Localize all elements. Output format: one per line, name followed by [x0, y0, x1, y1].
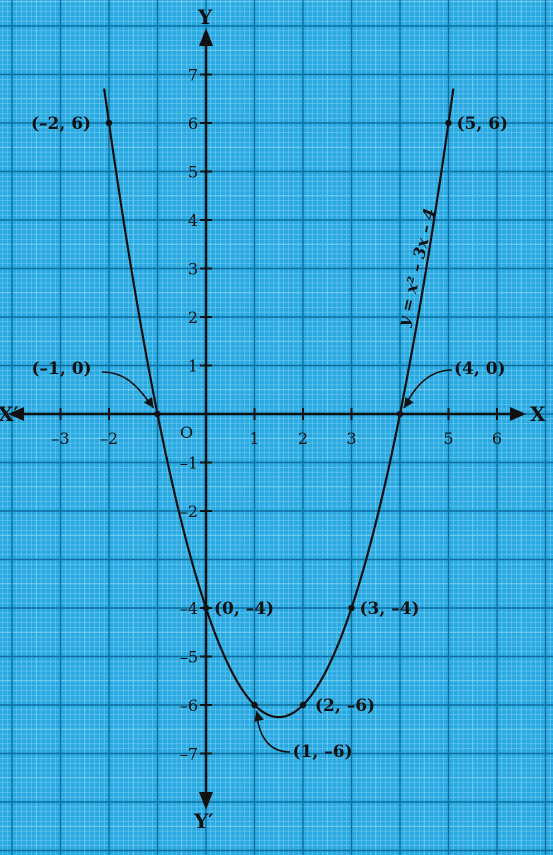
data-point-label: (–1, 0): [32, 359, 92, 379]
data-point: [154, 410, 161, 418]
data-point-label: (2, –6): [315, 696, 375, 716]
x-axis-arrow-right: [510, 407, 526, 421]
data-point-label: (0, –4): [214, 599, 274, 619]
callout-arrowhead: [143, 396, 154, 408]
data-point-label: (3, –4): [360, 599, 420, 619]
data-point: [348, 604, 355, 612]
origin-label: O: [180, 423, 193, 442]
data-point-label: (–2, 6): [31, 114, 91, 134]
y-tick-label: 4: [188, 211, 198, 230]
x-axis-arrow-left: [8, 407, 24, 421]
y-axis-arrow-up: [199, 28, 213, 46]
ticks: –3 –2 1 2 3 5 6 7 6 5 4 3 2 1 –1 –2 –4 –5 –6 –7: [51, 66, 502, 764]
data-point: [445, 119, 452, 127]
parabola-curve: [103, 88, 455, 719]
x-tick-label: 6: [492, 429, 502, 448]
data-point: [251, 701, 258, 709]
y-tick-label: –5: [180, 648, 198, 667]
labelled-points: (–2, 6) (5, 6) (–1, 0) (4, 0) (0, –4) (3, –4)…: [31, 114, 508, 762]
x-tick-label: 2: [298, 429, 308, 448]
y-tick-label: 7: [188, 66, 198, 85]
data-point: [202, 604, 210, 612]
y-tick-label: 5: [188, 163, 198, 182]
y-tick-label: 6: [188, 114, 198, 133]
data-point-label: (1, –6): [293, 742, 353, 762]
y-tick-label: 1: [188, 357, 198, 376]
y-tick-label: –6: [180, 696, 198, 715]
y-tick-label: –2: [180, 502, 198, 521]
data-point-label: (4, 0): [454, 359, 506, 379]
x-tick-label: 5: [443, 429, 453, 448]
y-tick-label: –4: [180, 599, 198, 618]
y-axis-negative-label: Y′: [193, 809, 214, 833]
callout-arrows: [101, 369, 453, 753]
x-tick-label: –3: [51, 429, 69, 448]
y-axis-label: Y: [197, 5, 213, 29]
x-axis-label: X: [530, 402, 546, 426]
axes: [8, 28, 526, 810]
data-point-label: (5, 6): [457, 114, 509, 134]
y-tick-label: 3: [188, 260, 198, 279]
y-tick-label: –7: [180, 745, 198, 764]
y-tick-label: –1: [180, 454, 198, 473]
x-tick-label: –2: [100, 429, 118, 448]
data-point: [396, 410, 404, 418]
x-tick-label: 1: [249, 429, 259, 448]
callout-arrowhead: [254, 711, 264, 722]
callout-arrowhead: [404, 396, 414, 408]
x-tick-label: 3: [346, 429, 356, 448]
data-point: [299, 701, 307, 709]
x-axis-negative-label: X′: [0, 402, 19, 426]
y-tick-label: 2: [188, 308, 198, 327]
data-point: [105, 119, 113, 127]
y-axis-arrow-down: [199, 792, 213, 810]
